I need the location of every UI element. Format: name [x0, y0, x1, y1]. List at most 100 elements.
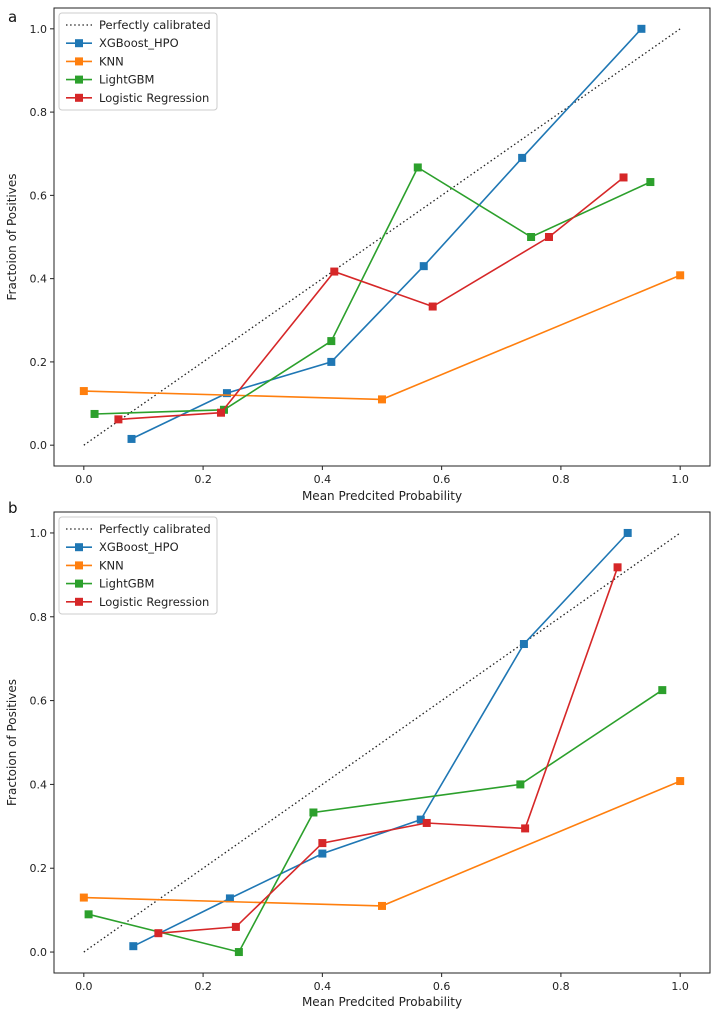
- series-line-xgboost-hpo: [131, 28, 642, 440]
- y-tick-label: 0.4: [30, 273, 48, 286]
- data-point-knn: [79, 893, 88, 902]
- data-point-logistic-regression: [619, 173, 628, 182]
- x-axis-title: Mean Predcited Probability: [302, 995, 462, 1009]
- series-xgboost-hpo: [129, 528, 632, 951]
- legend-box: [58, 516, 218, 615]
- series-knn: [79, 271, 685, 404]
- legend-swatch-marker: [75, 75, 83, 84]
- panel-a: a 0.0 0.2 0.4 0.6 0.8 1.0 0.0 0.2 0.4 0.6 0.8 1.0 Mea…: [5, 7, 711, 503]
- data-point-lightgbm: [90, 409, 99, 418]
- x-tick-label: 0.0: [75, 473, 93, 486]
- legend-label: LightGBM: [99, 577, 154, 591]
- legend-entry-knn: KNN: [66, 558, 124, 572]
- data-point-logistic-regression: [422, 818, 431, 827]
- y-tick-label: 0.2: [30, 862, 48, 875]
- y-tick-label: 0.4: [30, 778, 48, 791]
- data-point-logistic-regression: [154, 929, 163, 938]
- data-point-lightgbm: [234, 948, 243, 957]
- y-axis-title: Fractoion of Positives: [5, 174, 19, 301]
- data-point-xgboost-hpo: [416, 815, 425, 824]
- data-point-knn: [378, 901, 386, 910]
- y-tick-label: 1.0: [30, 527, 48, 540]
- x-tick-label: 0.4: [314, 980, 332, 993]
- series-line-lightgbm: [94, 166, 651, 415]
- data-point-knn: [378, 395, 386, 404]
- y-tick-label: 0.2: [30, 356, 48, 369]
- legend-entry-perfectly-calibrated: Perfectly calibrated: [66, 522, 211, 536]
- data-point-lightgbm: [309, 808, 318, 817]
- plot-frame: [53, 511, 711, 974]
- x-axis-title: Mean Predcited Probability: [302, 489, 462, 503]
- data-point-xgboost-hpo: [327, 357, 336, 366]
- data-point-logistic-regression: [216, 408, 225, 417]
- y-tick-label: 0.0: [30, 439, 48, 452]
- legend-swatch-marker: [75, 579, 83, 588]
- legend-entry-perfectly-calibrated: Perfectly calibrated: [66, 18, 211, 32]
- legend: Perfectly calibrated XGBoost_HPO KNN LightG…: [58, 12, 218, 111]
- x-tick-label: 0.6: [433, 980, 451, 993]
- legend-entry-logistic-regression: Logistic Regression: [66, 91, 209, 105]
- series-line-xgboost-hpo: [132, 532, 629, 947]
- legend-swatch-marker: [75, 597, 83, 606]
- y-tick-label: 0.8: [30, 611, 48, 624]
- legend-label: Perfectly calibrated: [99, 522, 211, 536]
- data-point-xgboost-hpo: [518, 153, 527, 162]
- data-point-knn: [79, 387, 88, 396]
- data-point-xgboost-hpo: [222, 389, 231, 398]
- data-point-logistic-regression: [231, 922, 240, 931]
- series-line-logistic-regression: [158, 567, 619, 934]
- series-logistic-regression: [154, 563, 622, 938]
- data-point-xgboost-hpo: [129, 942, 138, 951]
- panel-letter: a: [8, 8, 17, 26]
- legend-swatch-marker: [75, 543, 83, 552]
- data-point-xgboost-hpo: [623, 528, 632, 537]
- series-line-knn: [83, 274, 681, 401]
- data-point-logistic-regression: [544, 233, 553, 241]
- data-point-lightgbm: [516, 780, 525, 789]
- series-line-knn: [83, 780, 681, 907]
- data-point-logistic-regression: [318, 839, 327, 848]
- legend-swatch-marker: [75, 93, 83, 102]
- data-point-logistic-regression: [330, 267, 339, 276]
- legend-label: Logistic Regression: [99, 91, 209, 105]
- legend: Perfectly calibrated XGBoost_HPO KNN LightG…: [58, 516, 218, 615]
- legend-swatch-marker: [75, 57, 83, 66]
- x-tick-label: 0.6: [433, 473, 451, 486]
- legend-label: Logistic Regression: [99, 595, 209, 609]
- data-point-lightgbm: [327, 337, 336, 346]
- legend-entry-xgboost-hpo: XGBoost_HPO: [66, 36, 179, 50]
- x-tick-label: 0.0: [75, 980, 93, 993]
- legend-entry-knn: KNN: [66, 54, 124, 68]
- legend-label: KNN: [99, 558, 124, 572]
- series-xgboost-hpo: [127, 24, 646, 443]
- data-point-logistic-regression: [613, 563, 622, 572]
- legend-label: LightGBM: [99, 73, 154, 87]
- data-point-lightgbm: [413, 163, 422, 172]
- data-point-lightgbm: [646, 178, 655, 187]
- legend-swatch-marker: [75, 561, 83, 570]
- data-point-logistic-regression: [428, 302, 437, 311]
- series-knn: [79, 777, 685, 910]
- series-lightgbm: [84, 686, 667, 957]
- x-tick-label: 0.2: [194, 473, 212, 486]
- data-point-logistic-regression: [521, 824, 530, 833]
- data-point-xgboost-hpo: [519, 640, 528, 649]
- series-line-logistic-regression: [118, 176, 624, 421]
- series-logistic-regression: [114, 173, 628, 424]
- legend-label: Perfectly calibrated: [99, 18, 211, 32]
- series-lightgbm: [90, 163, 655, 418]
- data-point-xgboost-hpo: [127, 434, 136, 443]
- y-tick-label: 1.0: [30, 23, 48, 36]
- legend-swatch-marker: [75, 39, 83, 48]
- panel-b: b 0.0 0.2 0.4 0.6 0.8 1.0 0.0 0.2 0.4 0.6 0.8 1.0 Mea…: [5, 499, 711, 1009]
- legend-label: KNN: [99, 54, 124, 68]
- data-point-logistic-regression: [114, 415, 123, 424]
- legend-entry-lightgbm: LightGBM: [66, 73, 154, 87]
- perfectly-calibrated-line: [83, 532, 681, 953]
- data-point-lightgbm: [84, 910, 93, 919]
- y-tick-label: 0.6: [30, 695, 48, 708]
- x-tick-label: 1.0: [671, 473, 689, 486]
- legend-box: [58, 12, 218, 111]
- legend-entry-logistic-regression: Logistic Regression: [66, 595, 209, 609]
- legend-entry-lightgbm: LightGBM: [66, 577, 154, 591]
